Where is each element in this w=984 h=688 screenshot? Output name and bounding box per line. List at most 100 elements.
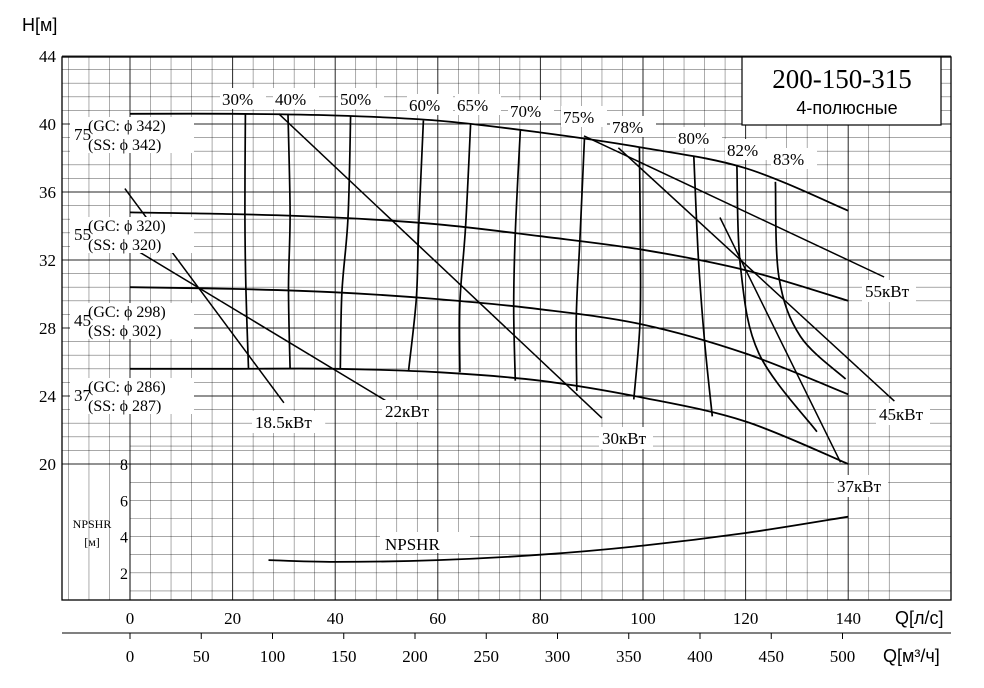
power-label: 18.5кВт (255, 413, 312, 432)
power-label: 30кВт (602, 429, 647, 448)
efficiency-label: 70% (510, 102, 541, 121)
y-axis-ticks: 44 40 36 32 28 24 20 (39, 47, 57, 474)
npshr-tick-label: 2 (120, 566, 128, 583)
efficiency-label-bg (220, 88, 266, 109)
efficiency-curves (244, 113, 847, 433)
power-label-bg (382, 400, 436, 422)
npshr-label-bg (380, 532, 470, 553)
power-line-4 (617, 147, 895, 402)
power-label-bg (599, 427, 653, 449)
head-curve-gc: (GC: ϕ 342) (88, 118, 166, 135)
efficiency-curve-4 (458, 123, 472, 373)
efficiency-label-bg (455, 94, 501, 115)
y-tick-label: 20 (39, 455, 56, 474)
head-curve-55 (129, 211, 849, 302)
head-curve-number: 55 (74, 225, 91, 244)
curve-labels: 30% 40% 50% 60% 65% 70% 75%78%80%82% 83%75(GC: … (70, 88, 930, 554)
chart-title: 200-150-315 (772, 64, 911, 94)
efficiency-label: 50% (340, 90, 371, 109)
x-tick-label-m3h: 100 (260, 647, 286, 666)
title-box (741, 56, 942, 126)
head-curve-gc: (GC: ϕ 298) (88, 304, 166, 321)
efficiency-label-bg (561, 106, 607, 127)
power-line-5 (719, 217, 842, 463)
efficiency-label: 65% (457, 96, 488, 115)
power-label: 45кВт (879, 405, 924, 424)
x-tick-label-m3h: 50 (193, 647, 210, 666)
efficiency-curve-3 (407, 120, 425, 371)
y-axis-label: H[м] (22, 15, 57, 35)
power-label-bg (876, 403, 930, 425)
head-curve-gc: (GC: ϕ 286) (88, 379, 166, 396)
efficiency-label: 78% (612, 118, 643, 137)
efficiency-label-bg (610, 116, 656, 137)
efficiency-label-bg (338, 88, 384, 109)
x-tick-label-m3h: 400 (687, 647, 713, 666)
efficiency-label: 30% (222, 90, 253, 109)
efficiency-label-bg (676, 127, 722, 148)
head-curve-ss: (SS: ϕ 320) (88, 237, 161, 254)
efficiency-label-bg (508, 100, 554, 121)
x-axis-label-m3h: Q[м³/ч] (883, 646, 940, 666)
npshr-curve (268, 515, 849, 563)
x-tick-label-ls: 140 (835, 609, 861, 628)
frame-rect (61, 56, 952, 601)
npshr-curve-line (268, 515, 849, 563)
plot-frame (61, 56, 952, 634)
power-label-bg (834, 475, 888, 497)
y-tick-label: 32 (39, 251, 56, 270)
head-curve-ss: (SS: ϕ 287) (88, 398, 161, 415)
head-label-bg (70, 378, 194, 414)
x-tick-label-m3h: 450 (759, 647, 785, 666)
x-tick-label-m3h: 200 (402, 647, 428, 666)
efficiency-label: 60% (409, 96, 440, 115)
x-axis-ticks-m3h: 0 50 100 150 200 250 300 350 400 450 500 (126, 633, 856, 666)
y-tick-label: 28 (39, 319, 56, 338)
npshr-tick-label: 8 (120, 457, 128, 474)
efficiency-curve-0 (244, 113, 250, 369)
x-tick-label-m3h: 500 (830, 647, 856, 666)
npshr-tick-label: 4 (120, 530, 128, 547)
head-curve-37 (129, 367, 849, 465)
npshr-tick-label: 6 (120, 493, 128, 510)
head-curve-ss: (SS: ϕ 302) (88, 323, 161, 340)
efficiency-curve-5 (512, 129, 522, 381)
efficiency-curve-9 (736, 166, 818, 433)
efficiency-curve-8 (692, 156, 714, 417)
y-tick-label: 24 (39, 387, 57, 406)
x-tick-label-ls: 100 (630, 609, 656, 628)
head-curve-number: 45 (74, 311, 91, 330)
power-label-bg (252, 411, 326, 433)
efficiency-label-bg (407, 94, 453, 115)
y-tick-label: 44 (39, 47, 57, 66)
x-tick-label-m3h: 350 (616, 647, 642, 666)
power-line-3 (583, 135, 885, 278)
power-label: 55кВт (865, 282, 910, 301)
head-curve-45 (129, 286, 849, 396)
efficiency-label: 80% (678, 129, 709, 148)
x-tick-label-m3h: 250 (474, 647, 500, 666)
x-tick-label-m3h: 150 (331, 647, 357, 666)
efficiency-curve-6 (575, 137, 586, 391)
x-tick-label-ls: 20 (224, 609, 241, 628)
power-line-1 (129, 245, 387, 402)
npshr-axis-label: NPSHR (73, 517, 112, 531)
npshr-axis-ticks: 8 6 4 2 (120, 457, 128, 583)
efficiency-curve-7 (632, 147, 642, 400)
head-label-bg (70, 217, 194, 253)
y-tick-label: 40 (39, 115, 56, 134)
head-label-bg (70, 303, 194, 339)
head-curves (129, 112, 849, 465)
chart-subtitle: 4-полюсные (796, 98, 897, 118)
efficiency-curve-10 (774, 181, 847, 380)
efficiency-curve-1 (287, 113, 291, 369)
x-tick-label-ls: 0 (126, 609, 135, 628)
head-curve-gc: (GC: ϕ 320) (88, 218, 166, 235)
x-tick-label-m3h: 0 (126, 647, 135, 666)
efficiency-curve-2 (339, 115, 352, 369)
npshr-axis-unit: [м] (84, 535, 100, 549)
x-tick-label-m3h: 300 (545, 647, 571, 666)
head-label-bg (70, 117, 194, 153)
power-label-bg (862, 280, 916, 302)
